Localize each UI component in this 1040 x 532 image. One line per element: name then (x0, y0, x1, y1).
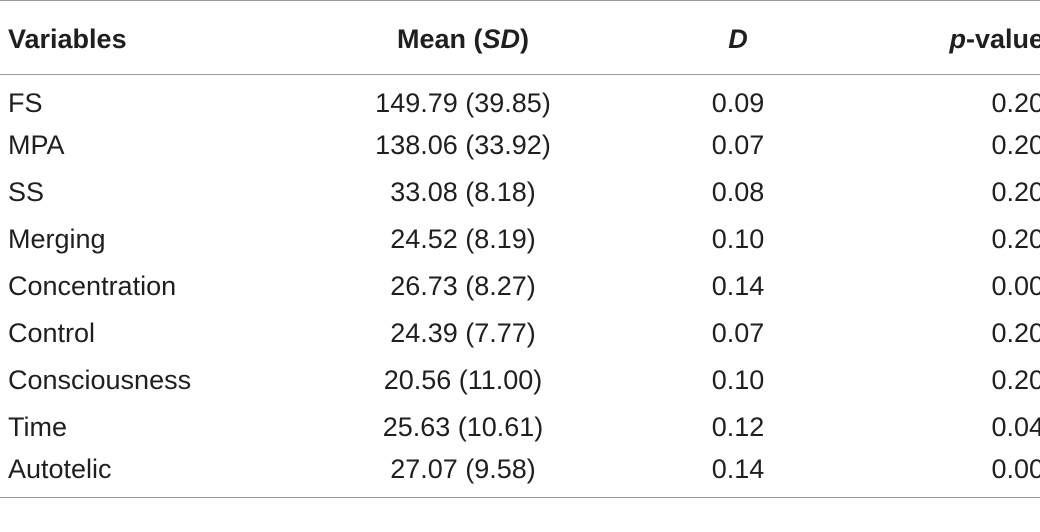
cell-p-value: 0.20 (991, 176, 1040, 207)
cell-mean-sd: 33.08 (8.18) (390, 176, 536, 207)
cell-variable: Autotelic (8, 453, 112, 484)
cell-p-value: 0.00 (991, 270, 1040, 301)
cell-p-value: 0.20 (991, 317, 1040, 348)
table-row: Consciousness 20.56 (11.00) 0.10 0.20 (0, 357, 1040, 404)
cell-mean-sd: 138.06 (33.92) (375, 129, 551, 160)
table-row: MPA 138.06 (33.92) 0.07 0.20 (0, 122, 1040, 169)
header-p: p (949, 23, 966, 54)
statistics-table: Variables Mean (SD) D p-value FS 149.79 (… (0, 0, 1040, 498)
header-row: Variables Mean (SD) D p-value (0, 0, 1040, 75)
cell-d: 0.12 (711, 411, 765, 442)
cell-mean-sd: 27.07 (9.58) (390, 453, 536, 484)
cell-d: 0.10 (711, 223, 765, 254)
cell-d: 0.08 (711, 176, 765, 207)
table-row: Concentration 26.73 (8.27) 0.14 0.00 (0, 263, 1040, 310)
cell-variable: Control (8, 317, 96, 348)
cell-p-value: 0.04 (991, 411, 1040, 442)
cell-d: 0.10 (711, 364, 765, 395)
cell-p-value: 0.20 (991, 88, 1040, 119)
header-mean-sd: Mean (SD) (298, 1, 628, 75)
header-p-value: p-value (848, 1, 1040, 75)
header-mean-prefix: Mean ( (396, 23, 483, 54)
statistics-table-container: Variables Mean (SD) D p-value FS 149.79 (… (0, 0, 1040, 498)
cell-mean-sd: 149.79 (39.85) (375, 88, 551, 119)
cell-variable: Time (8, 411, 67, 442)
header-variables: Variables (8, 23, 127, 54)
table-header: Variables Mean (SD) D p-value (0, 0, 1040, 75)
table-row: Autotelic 27.07 (9.58) 0.14 0.00 (0, 451, 1040, 498)
cell-p-value: 0.20 (991, 364, 1040, 395)
cell-variable: Consciousness (8, 364, 192, 395)
cell-p-value: 0.20 (991, 223, 1040, 254)
cell-p-value: 0.20 (991, 129, 1040, 160)
cell-d: 0.14 (711, 270, 765, 301)
cell-mean-sd: 26.73 (8.27) (390, 270, 536, 301)
table-row: SS 33.08 (8.18) 0.08 0.20 (0, 169, 1040, 216)
header-mean-suffix: ) (520, 23, 530, 54)
cell-d: 0.07 (711, 129, 765, 160)
cell-mean-sd: 24.52 (8.19) (390, 223, 536, 254)
cell-d: 0.14 (711, 453, 765, 484)
cell-d: 0.09 (711, 88, 765, 119)
header-d: D (728, 23, 748, 54)
table-body: FS 149.79 (39.85) 0.09 0.20 MPA 138.06 (33.92… (0, 75, 1040, 498)
cell-mean-sd: 24.39 (7.77) (390, 317, 536, 348)
table-row: Control 24.39 (7.77) 0.07 0.20 (0, 310, 1040, 357)
cell-d: 0.07 (711, 317, 765, 348)
cell-variable: Merging (8, 223, 106, 254)
cell-mean-sd: 20.56 (11.00) (383, 364, 543, 395)
header-value: -value (965, 23, 1040, 54)
cell-variable: MPA (8, 129, 65, 160)
header-sd: SD (482, 23, 521, 54)
table-row: Time 25.63 (10.61) 0.12 0.04 (0, 404, 1040, 451)
cell-variable: Concentration (8, 270, 177, 301)
cell-mean-sd: 25.63 (10.61) (382, 411, 544, 442)
table-row: FS 149.79 (39.85) 0.09 0.20 (0, 75, 1040, 122)
cell-variable: FS (8, 88, 43, 119)
table-row: Merging 24.52 (8.19) 0.10 0.20 (0, 216, 1040, 263)
cell-variable: SS (8, 176, 45, 207)
cell-p-value: 0.00 (991, 453, 1040, 484)
